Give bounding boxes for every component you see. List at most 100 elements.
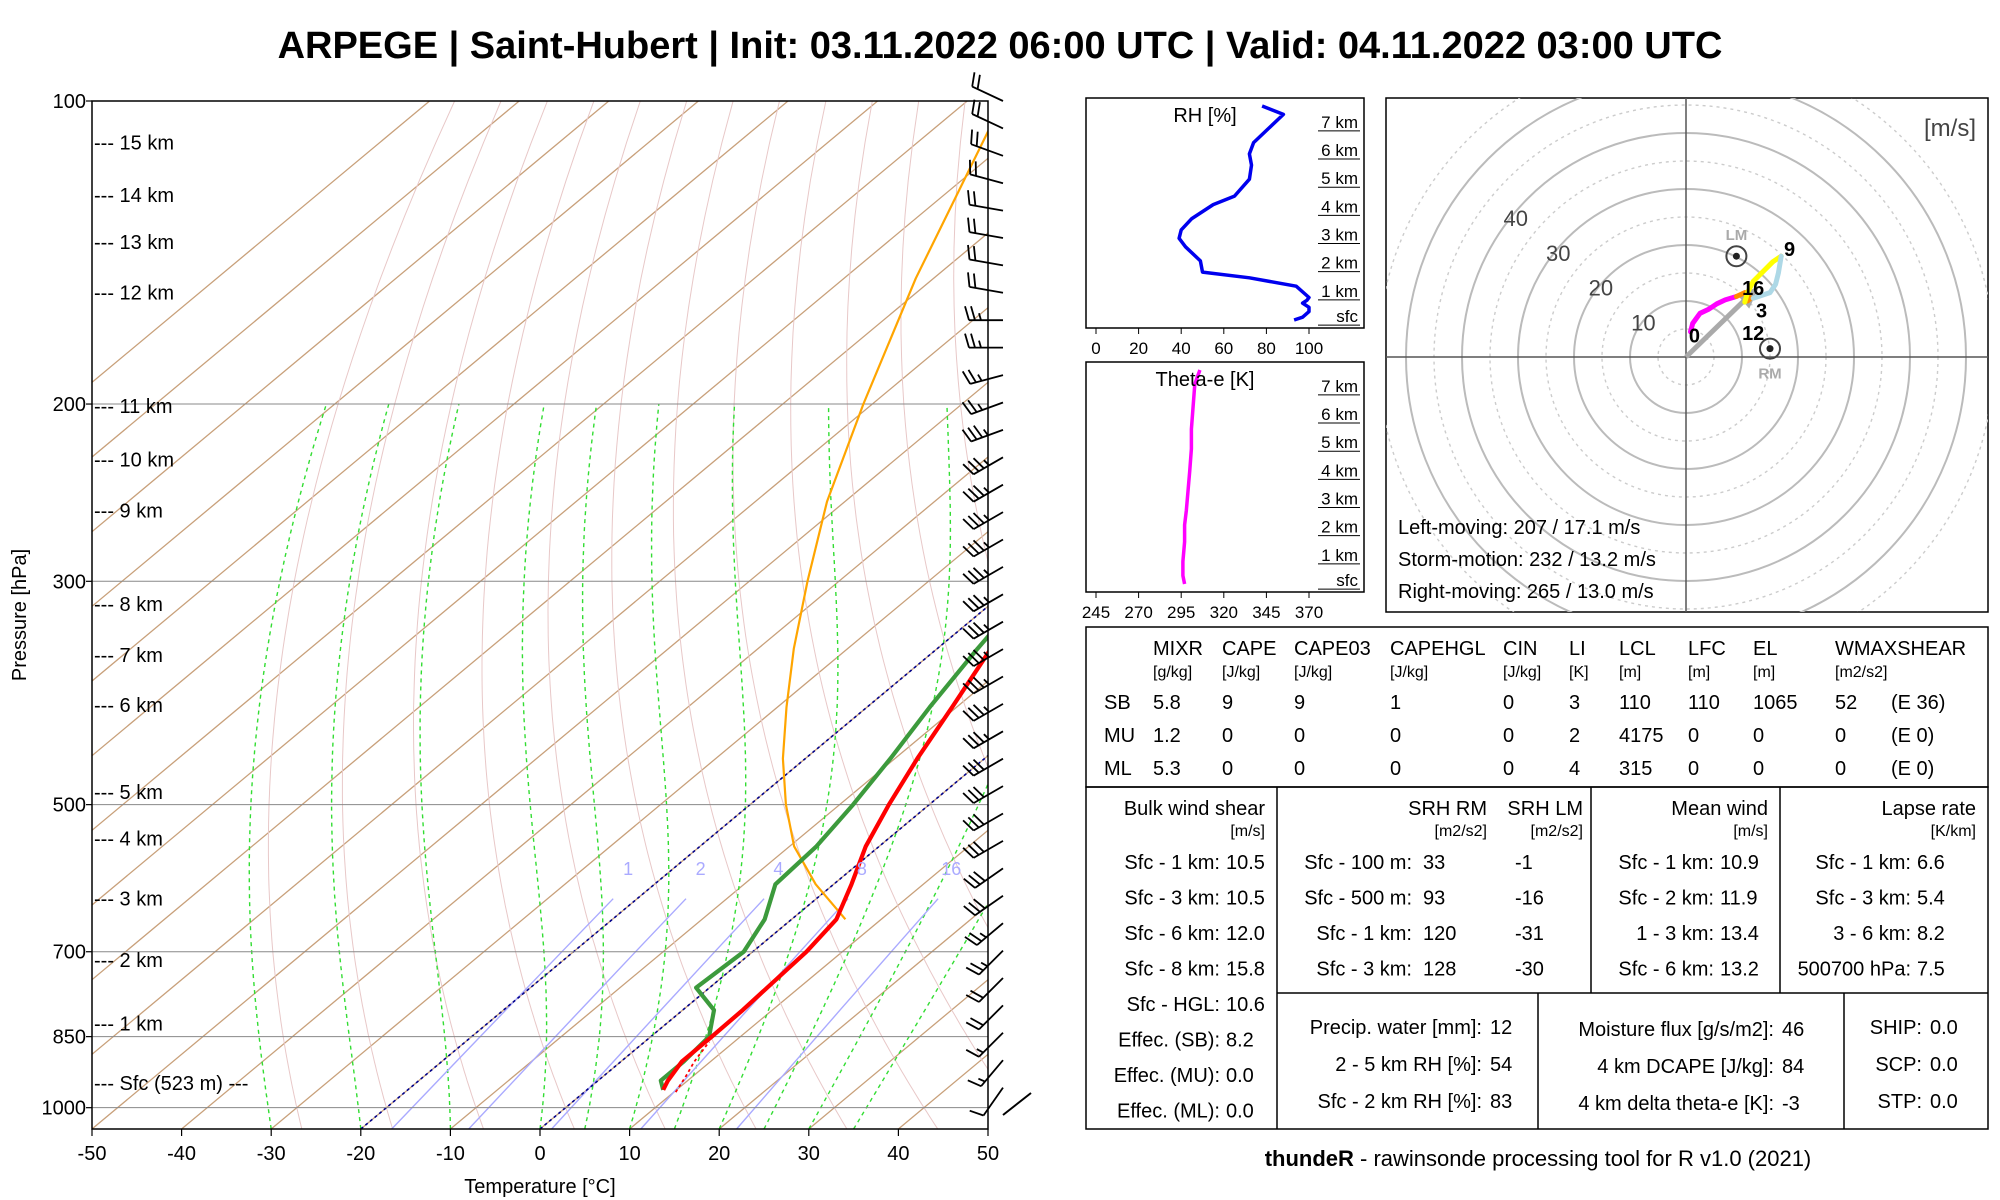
srh-label: Sfc - 3 km: bbox=[1316, 959, 1412, 981]
right-mover-dot bbox=[1766, 345, 1774, 353]
theta-e-x-label: 245 bbox=[1082, 603, 1110, 622]
isotherm-line bbox=[92, 381, 988, 1129]
wind-barb-half-feather bbox=[983, 623, 990, 631]
indices-cell: 0 bbox=[1222, 758, 1233, 780]
temperature-tick-label: -20 bbox=[346, 1143, 375, 1165]
rhpanel-km-label: 3 km bbox=[1321, 226, 1358, 245]
parcel-line bbox=[781, 129, 988, 921]
wind-barb-feather bbox=[967, 369, 977, 383]
bulk-shear-value: 0.0 bbox=[1226, 1101, 1254, 1123]
indices-row-label: ML bbox=[1104, 758, 1132, 780]
wind-barb-feather bbox=[972, 567, 985, 579]
wind-barb-half-feather bbox=[983, 733, 990, 740]
rh-x-label: 20 bbox=[1129, 339, 1148, 358]
indices-header-unit: [K] bbox=[1569, 664, 1589, 681]
theta-e-profile-panel: 7 km 6 km 5 km 4 km 3 km 2 km 1 km sfc Theta-e [… bbox=[1082, 361, 1365, 622]
dry-adiabat-line bbox=[341, 101, 502, 1129]
wind-barb-half-feather bbox=[983, 514, 990, 521]
bulk-shear-value: 10.6 bbox=[1226, 994, 1265, 1016]
indices-header: WMAXSHEAR bbox=[1835, 638, 1966, 660]
wind-barb-feather bbox=[973, 425, 984, 438]
mixing-ratio-label: 8 bbox=[857, 859, 867, 879]
srh-label: Sfc - 500 m: bbox=[1304, 888, 1412, 910]
hodograph-segment bbox=[1742, 253, 1784, 305]
moist-adiabat-line bbox=[853, 902, 988, 1129]
bulk-shear-value: 0.0 bbox=[1226, 1065, 1254, 1087]
wind-barb-feather bbox=[967, 652, 980, 664]
dry-adiabat-line bbox=[953, 101, 988, 564]
indices-cell: 0 bbox=[1222, 725, 1233, 747]
moist-adiabat-line bbox=[718, 404, 839, 1129]
left-mover-dot bbox=[1732, 252, 1740, 260]
indices-cell: 315 bbox=[1619, 758, 1652, 780]
mean-wind-label: Sfc - 6 km: bbox=[1618, 959, 1714, 981]
thetapanel-km-label: 6 km bbox=[1321, 405, 1358, 424]
wind-barb bbox=[967, 1059, 1004, 1088]
storm-motion-info: Storm-motion: 232 / 13.2 m/s bbox=[1398, 549, 1656, 571]
wind-barb-feather bbox=[967, 460, 980, 472]
wind-barb bbox=[961, 425, 1004, 443]
indices-cell: 3 bbox=[1569, 692, 1580, 714]
mixing-ratio-line bbox=[468, 898, 687, 1129]
rh-x-label: 100 bbox=[1295, 339, 1323, 358]
temperature-tick-label: 0 bbox=[534, 1143, 545, 1165]
dry-adiabat-line bbox=[790, 101, 988, 1071]
moist-adiabat-line bbox=[628, 403, 670, 1129]
rhpanel-km-label: 5 km bbox=[1321, 169, 1358, 188]
moisture-label: Precip. water [mm]: bbox=[1310, 1017, 1482, 1039]
indices-cell: 1.2 bbox=[1153, 725, 1181, 747]
theta-e-x-label: 270 bbox=[1124, 603, 1152, 622]
bulk-shear-value: 15.8 bbox=[1226, 959, 1265, 981]
misc-label: 4 km delta theta-e [K]: bbox=[1578, 1093, 1774, 1115]
wind-barb-feather bbox=[972, 512, 985, 524]
wind-barb bbox=[962, 648, 1004, 667]
wind-barb-feather bbox=[961, 401, 972, 415]
temperature-tick-label: 20 bbox=[708, 1143, 730, 1165]
wind-barb bbox=[962, 675, 1004, 695]
wind-barb bbox=[962, 566, 1004, 585]
indices-header-unit: [J/kg] bbox=[1503, 664, 1541, 681]
virtual-temperature-line bbox=[674, 1041, 710, 1093]
wind-barb-feather bbox=[969, 1109, 984, 1117]
wind-barb bbox=[964, 305, 1003, 322]
moisture-value: 83 bbox=[1490, 1091, 1512, 1113]
wind-barb-feather bbox=[962, 847, 975, 859]
lapse-rate-value: 7.5 bbox=[1917, 959, 1945, 981]
indices-header: EL bbox=[1753, 638, 1777, 660]
indices-cell: 0 bbox=[1835, 725, 1846, 747]
indices-cell: 1 bbox=[1390, 692, 1401, 714]
isotherm-line bbox=[449, 680, 988, 1129]
moisture-value: 12 bbox=[1490, 1017, 1512, 1039]
wind-barb-feather bbox=[972, 731, 985, 743]
composite-value: 0.0 bbox=[1930, 1091, 1958, 1113]
indices-cell: 5.8 bbox=[1153, 692, 1181, 714]
hodograph-height-marker: 9 bbox=[1784, 239, 1795, 261]
hodograph-height-marker: 0 bbox=[1689, 326, 1700, 348]
wind-barb-feather bbox=[967, 487, 980, 500]
wind-barb-half-feather bbox=[983, 569, 990, 576]
wind-barb-shaft bbox=[1002, 1092, 1032, 1116]
parameters-tables: MIXR [g/kg] CAPE [J/kg] CAPE03 [J/kg] CAPEHGL [… bbox=[1085, 626, 1989, 1130]
isotherm-line bbox=[92, 101, 431, 384]
height-label: --- 9 km bbox=[94, 500, 163, 522]
wind-barb-feather bbox=[973, 898, 986, 910]
srh-header: SRH LM bbox=[1507, 798, 1583, 820]
hodograph-ring-label: 30 bbox=[1546, 241, 1570, 266]
skewt-plot-area bbox=[92, 101, 988, 1129]
height-label: --- 3 km bbox=[94, 889, 163, 911]
indices-cell: 5.3 bbox=[1153, 758, 1181, 780]
hodograph-ring-label: 40 bbox=[1504, 206, 1528, 231]
wind-barb-feather bbox=[962, 463, 975, 475]
mean-wind-title: Mean wind bbox=[1671, 798, 1768, 820]
left-mover-label: LM bbox=[1726, 227, 1748, 244]
wind-barb-half-feather bbox=[983, 651, 990, 658]
wind-barb-feather bbox=[973, 273, 977, 288]
theta-e-title: Theta-e [K] bbox=[1156, 369, 1255, 391]
wind-barb bbox=[962, 785, 1004, 804]
theta-e-x-label: 320 bbox=[1210, 603, 1238, 622]
misc-label: Moisture flux [g/s/m2]: bbox=[1578, 1019, 1774, 1041]
hodograph-panel: 10 20 30 40 [m/s] 0 3 9 12 16 LM RM Left-moving: 207… bbox=[1385, 97, 1989, 613]
pressure-tick-label: 100 bbox=[53, 91, 86, 113]
